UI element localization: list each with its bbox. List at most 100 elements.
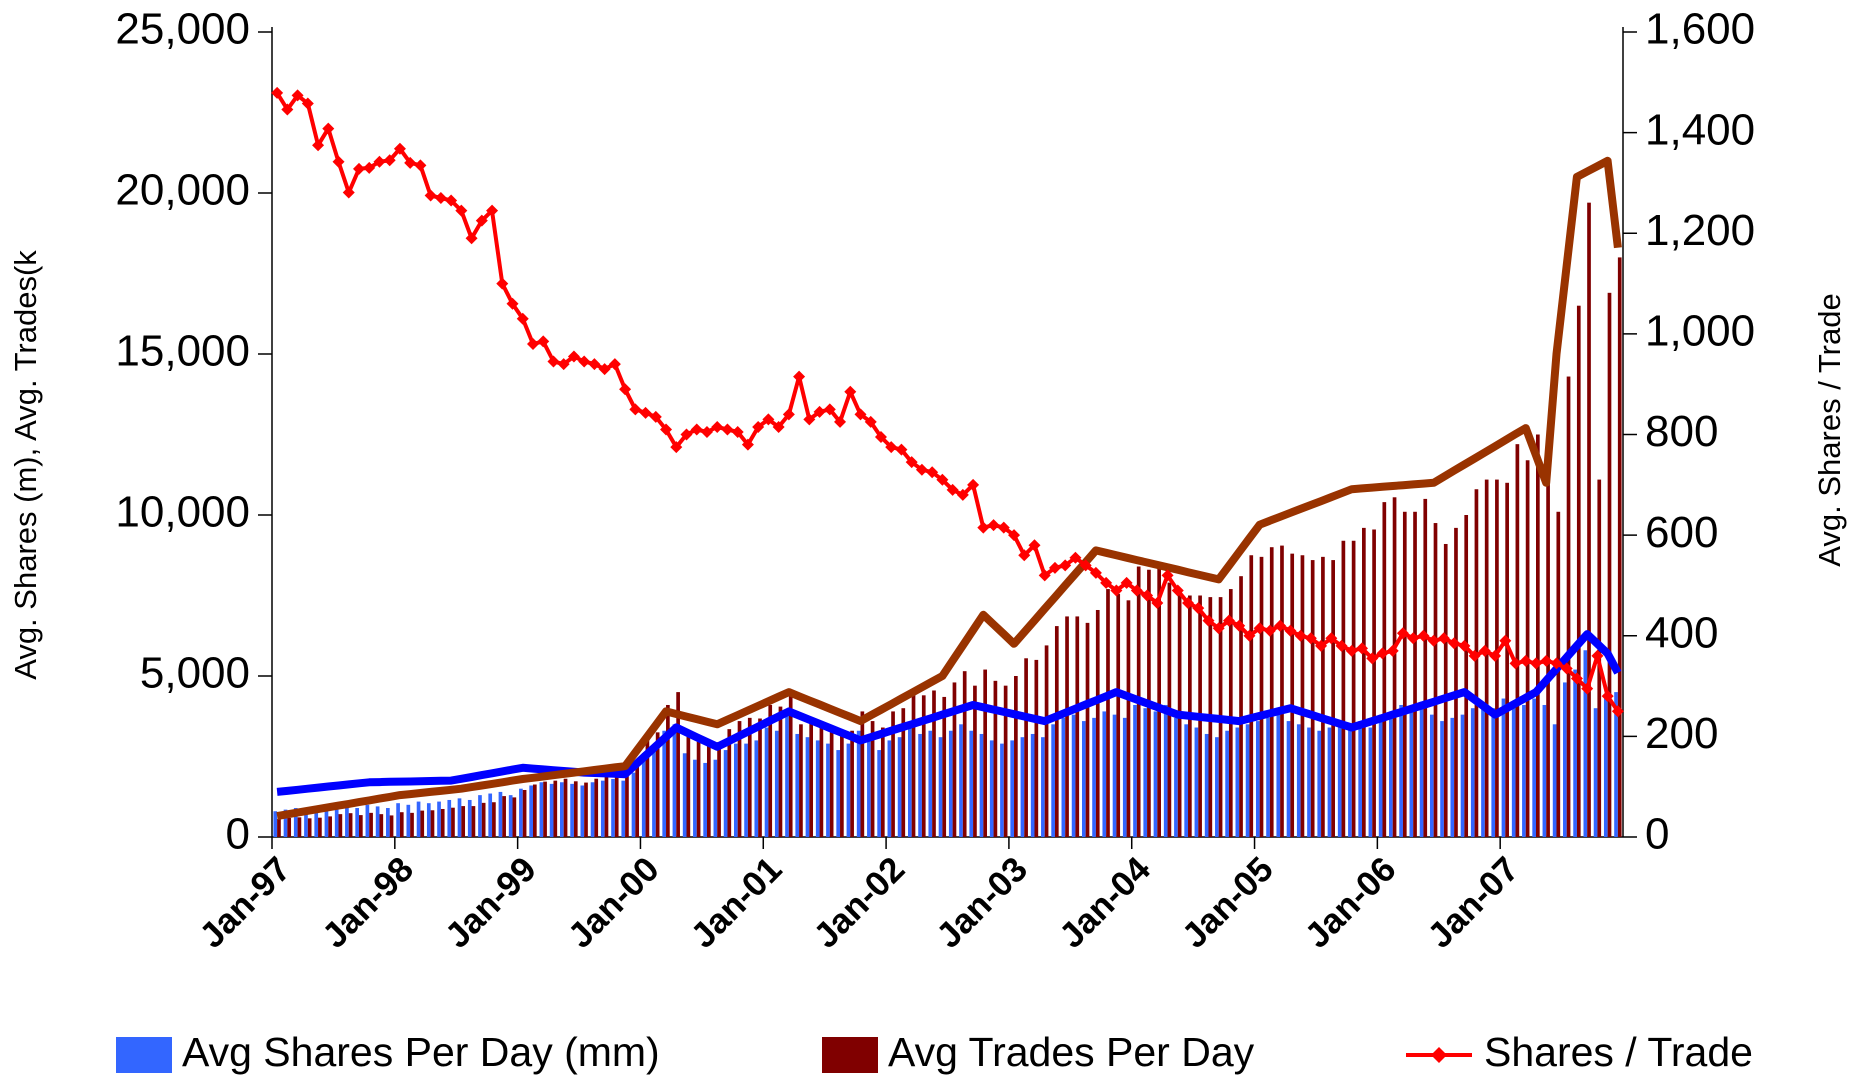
marker [516, 312, 529, 325]
marker [1315, 639, 1328, 652]
bar [754, 740, 759, 837]
bar [682, 753, 687, 837]
marker [1499, 634, 1512, 647]
marker [772, 420, 785, 433]
marker [1192, 602, 1205, 615]
marker [1120, 576, 1133, 589]
marker [506, 297, 519, 310]
line [276, 630, 1622, 796]
marker [895, 443, 908, 456]
bar [932, 690, 936, 837]
bar [764, 727, 769, 837]
bar [907, 727, 912, 837]
bar [1603, 698, 1608, 837]
y2-tick-label: 1,400 [1645, 105, 1755, 154]
bar [819, 722, 824, 837]
bar [590, 782, 595, 837]
marker [281, 103, 294, 116]
bar [1239, 576, 1243, 837]
bar [1174, 717, 1178, 837]
marker [936, 473, 949, 486]
marker [598, 363, 611, 376]
marker [987, 519, 1000, 532]
bar [1235, 727, 1240, 837]
marker [1274, 619, 1287, 632]
marker [414, 159, 427, 172]
bar [662, 730, 667, 837]
marker [1550, 657, 1563, 670]
y2-tick-label: 0 [1645, 810, 1669, 859]
bar [758, 718, 762, 837]
bar [522, 789, 527, 837]
marker [762, 413, 775, 426]
legend-swatch [822, 1037, 878, 1073]
bar [928, 730, 933, 837]
bar [1102, 711, 1107, 837]
marker [1376, 647, 1389, 660]
bar [1402, 511, 1407, 837]
bar [1225, 730, 1229, 837]
bar [1419, 701, 1424, 837]
bar [1245, 724, 1250, 837]
bar [1116, 593, 1121, 837]
bar [426, 803, 431, 837]
bar [1525, 460, 1530, 837]
bar [891, 711, 895, 837]
bar [952, 682, 957, 837]
bar [1481, 704, 1485, 837]
bar [983, 669, 988, 837]
bar [921, 695, 926, 837]
marker [1284, 624, 1297, 637]
bar [277, 818, 281, 837]
bar [962, 671, 967, 837]
marker [782, 408, 795, 421]
bar [471, 806, 476, 837]
bar [1378, 714, 1383, 837]
marker [1018, 549, 1031, 562]
marker [711, 420, 724, 433]
marker [619, 383, 632, 396]
marker [956, 488, 969, 501]
bar [365, 804, 370, 837]
bar [1583, 650, 1588, 837]
bar [1413, 511, 1417, 837]
bar [1194, 727, 1199, 837]
marker [915, 463, 928, 476]
bar [717, 742, 721, 837]
bar [1409, 708, 1414, 837]
marker [660, 423, 673, 436]
marker [1437, 632, 1450, 645]
marker [1212, 622, 1225, 635]
bar [846, 743, 851, 837]
bar [389, 815, 394, 837]
bar [345, 806, 349, 837]
bar [1614, 692, 1618, 837]
legend-item: Avg Shares Per Day (mm) [116, 1029, 660, 1075]
bar [539, 782, 544, 837]
y-tick-label: 20,000 [115, 166, 250, 215]
bar [1505, 482, 1509, 837]
bar [693, 759, 697, 837]
marker [1540, 654, 1553, 667]
marker [445, 194, 458, 207]
bar [478, 795, 482, 837]
y2-tick-label: 400 [1645, 608, 1718, 657]
bar [727, 729, 732, 837]
bar [1061, 717, 1066, 837]
bar [1450, 717, 1455, 837]
marker [1089, 566, 1102, 579]
bar [447, 799, 452, 837]
bar [304, 809, 308, 837]
bar [580, 785, 585, 837]
bar [635, 761, 640, 837]
marker [1151, 597, 1164, 610]
bar [594, 778, 599, 837]
bar [1341, 540, 1346, 837]
marker [271, 86, 284, 99]
bar [328, 816, 332, 837]
bar [1563, 682, 1567, 837]
marker [885, 441, 898, 454]
legend-swatch [116, 1037, 172, 1073]
bar [867, 740, 871, 837]
bar [1259, 556, 1264, 837]
